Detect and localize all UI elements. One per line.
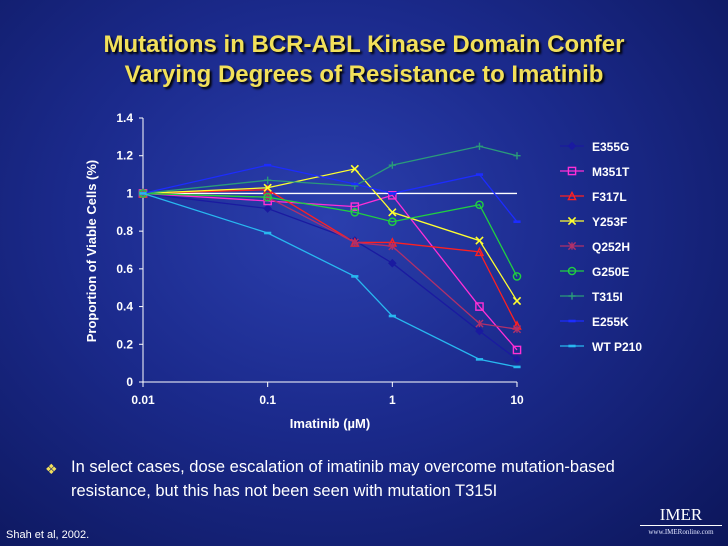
data-point — [475, 200, 484, 210]
chart-axes: 0 0.2 0.4 0.6 0.8 1 1.2 1.4 0.01 0.1 1 10 — [116, 111, 524, 407]
chart-legend: E355G M351T F317L Y253F Q252H G250E T315I E255K… — [560, 140, 642, 354]
legend-label: WT P210 — [592, 340, 642, 354]
series-wt-p210 — [139, 192, 521, 369]
title-line-1: Mutations in BCR-ABL Kinase Domain Confe… — [103, 31, 625, 58]
data-point — [513, 152, 521, 160]
legend-item: E255K — [560, 315, 629, 329]
data-point — [475, 236, 484, 245]
data-point — [512, 325, 522, 334]
y-axis-label: Proportion of Viable Cells (%) — [84, 160, 99, 343]
data-point — [350, 202, 360, 211]
data-point — [263, 192, 272, 202]
y-tick-label: 1.2 — [116, 149, 133, 163]
x-tick-label: 0.1 — [259, 393, 276, 407]
legend-label: E255K — [592, 315, 629, 329]
bullet-text: In select cases, dose escalation of imat… — [71, 458, 615, 500]
series-y253f — [138, 164, 522, 306]
legend-item: E355G — [560, 140, 629, 154]
data-point — [475, 319, 484, 328]
bullet-point: ❖ In select cases, dose escalation of im… — [45, 455, 695, 503]
legend-label: M351T — [592, 165, 630, 179]
data-point — [264, 176, 272, 184]
diamond-bullet-icon: ❖ — [45, 461, 58, 477]
y-tick-label: 1.4 — [116, 111, 133, 125]
x-tick-label: 0.01 — [131, 393, 155, 407]
legend-item: Y253F — [560, 215, 627, 229]
series-line — [142, 164, 518, 223]
legend-item: M351T — [560, 165, 630, 179]
data-point — [474, 246, 485, 257]
legend-marker — [567, 190, 577, 201]
legend-marker — [567, 216, 577, 226]
data-point — [388, 258, 397, 268]
data-point — [388, 191, 397, 200]
legend-marker — [567, 141, 577, 151]
legend-marker — [568, 292, 576, 300]
data-point — [388, 217, 397, 227]
data-point — [388, 242, 397, 251]
legend-label: Y253F — [592, 215, 627, 229]
data-point — [512, 296, 522, 306]
series-t315i — [139, 142, 521, 198]
data-point — [388, 161, 396, 169]
logo-url-text: www.IMERonline.com — [648, 528, 714, 536]
data-point — [475, 326, 484, 336]
series-line — [142, 192, 518, 351]
legend-label: G250E — [592, 265, 629, 279]
y-tick-label: 0.6 — [116, 262, 133, 276]
series-line — [142, 192, 518, 277]
legend-label: T315I — [592, 290, 623, 304]
citation: Shah et al, 2002. — [6, 529, 90, 541]
series-line — [142, 168, 518, 302]
data-point — [263, 183, 272, 192]
x-tick-label: 10 — [510, 393, 524, 407]
legend-label: Q252H — [592, 240, 630, 254]
imer-logo: IMER www.IMERonline.com — [640, 506, 722, 536]
series-line — [142, 192, 518, 360]
y-tick-label: 1 — [126, 186, 133, 200]
data-point — [263, 204, 272, 213]
y-tick-label: 0.8 — [116, 224, 133, 238]
legend-item: F317L — [560, 190, 627, 204]
series-line — [142, 192, 518, 330]
chart-series — [138, 142, 522, 369]
data-point — [388, 208, 397, 217]
series-e355g — [138, 189, 522, 364]
series-line — [142, 189, 518, 326]
series-q252h — [138, 189, 522, 334]
data-point — [475, 302, 484, 311]
slide-title: Mutations in BCR-ABL Kinase Domain Confe… — [40, 30, 688, 90]
legend-marker — [567, 166, 577, 176]
series-m351t — [138, 189, 522, 355]
legend-item: WT P210 — [560, 340, 642, 354]
x-tick-label: 1 — [389, 393, 396, 407]
data-point — [350, 164, 359, 174]
legend-label: F317L — [592, 190, 627, 204]
data-point — [512, 355, 522, 364]
data-point — [350, 207, 360, 217]
y-tick-label: 0.4 — [116, 300, 133, 314]
data-point — [512, 272, 522, 281]
data-point — [350, 238, 359, 247]
title-line-2: Varying Degrees of Resistance to Imatini… — [124, 61, 604, 88]
series-line — [142, 145, 518, 195]
y-tick-label: 0.2 — [116, 337, 133, 351]
data-point — [512, 345, 522, 355]
y-tick-label: 0 — [126, 375, 133, 389]
legend-marker — [567, 266, 577, 276]
legend-marker — [567, 241, 577, 251]
legend-item: T315I — [560, 290, 623, 304]
legend-label: E355G — [592, 140, 629, 154]
x-axis-label: Imatinib (µM) — [290, 416, 370, 431]
legend-item: G250E — [560, 265, 629, 279]
series-line — [142, 192, 518, 368]
data-point — [475, 142, 484, 150]
logo-main-text: IMER — [640, 506, 722, 526]
legend-item: Q252H — [560, 240, 630, 254]
